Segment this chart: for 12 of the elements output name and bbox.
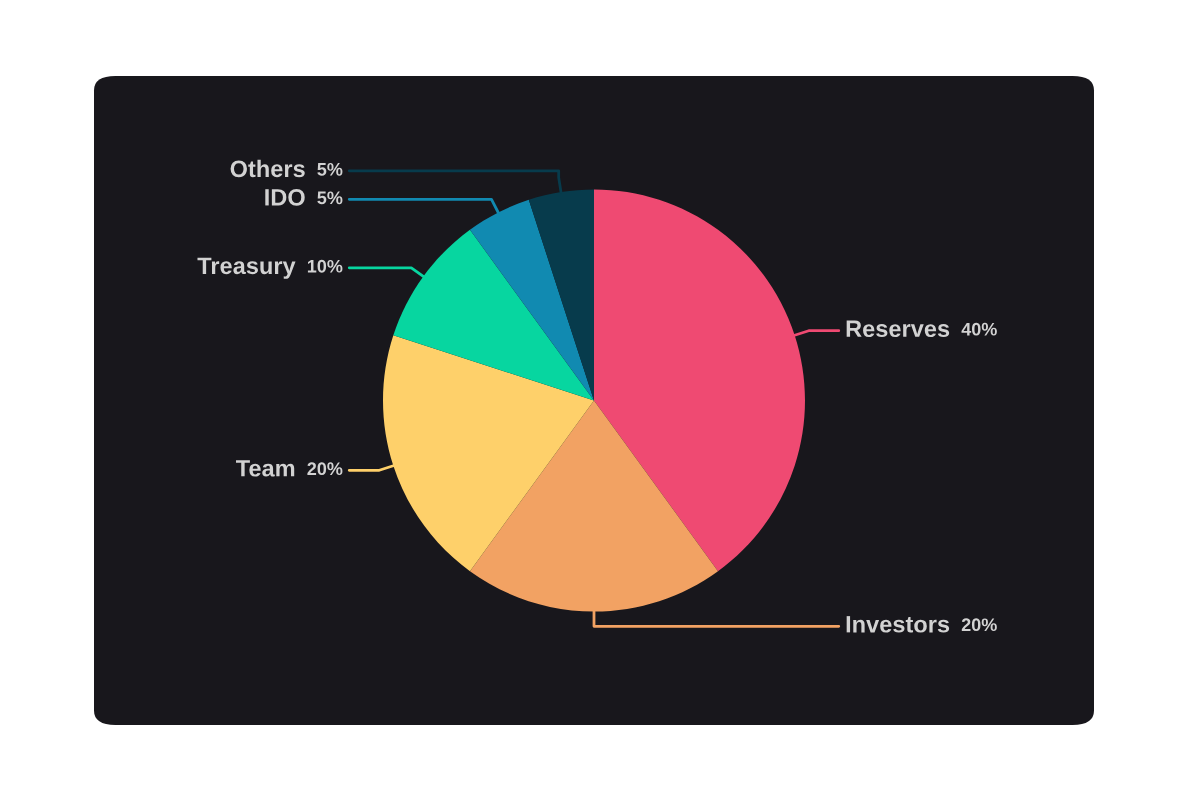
data-label: 5%	[317, 191, 343, 205]
slice-label: Others	[230, 159, 305, 178]
data-label: 20%	[961, 618, 997, 632]
data-label: 5%	[317, 162, 343, 176]
slice-label: IDO	[265, 188, 305, 206]
slice-label: Reserves	[846, 320, 950, 338]
slice-label: Treasury	[197, 257, 296, 279]
data-label: 20%	[307, 462, 343, 476]
data-label: 10%	[307, 259, 343, 273]
slice-label: Investors	[846, 616, 950, 633]
data-label: 40%	[961, 322, 997, 336]
slice-label: Team	[235, 460, 295, 477]
